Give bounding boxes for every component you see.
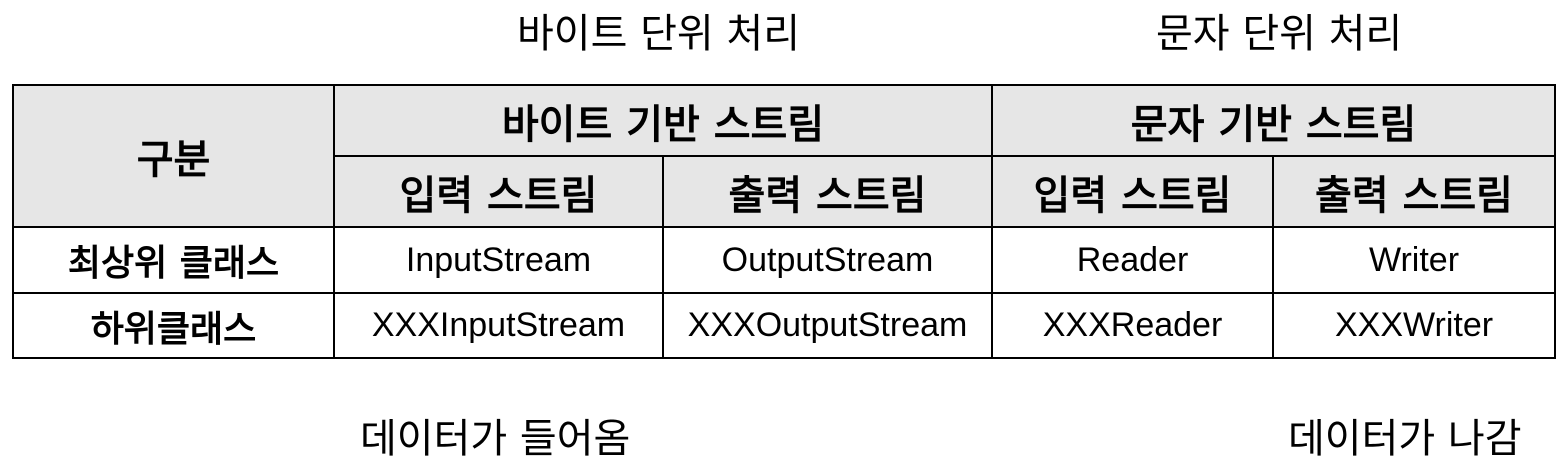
- subheader-char-input: 입력 스트림: [991, 155, 1275, 228]
- subheader-char-output: 출력 스트림: [1272, 155, 1557, 228]
- corner-header: 구분: [12, 84, 335, 228]
- stream-classification-table: 구분 바이트 기반 스트림 문자 기반 스트림 입력 스트림 출력 스트림 입력…: [12, 84, 1557, 359]
- table-header-row-groups: 구분 바이트 기반 스트림 문자 기반 스트림: [12, 84, 1557, 228]
- table-header-row-subheaders: 입력 스트림 출력 스트림 입력 스트림 출력 스트림: [13, 155, 1557, 228]
- table-row: 최상위 클래스 InputStream OutputStream Reader …: [12, 226, 1557, 294]
- row-label-sub-class: 하위클래스: [12, 292, 335, 359]
- table-cell: InputStream: [333, 226, 664, 294]
- subheader-byte-input: 입력 스트림: [333, 155, 664, 228]
- caption-char-unit: 문자 단위 처리: [1156, 11, 1403, 57]
- table-cell: Reader: [991, 226, 1275, 294]
- subheader-byte-output: 출력 스트림: [661, 155, 994, 228]
- group-header-byte-stream: 바이트 기반 스트림: [332, 84, 994, 157]
- caption-data-out: 데이터가 나감: [1288, 416, 1522, 462]
- group-header-char-stream: 문자 기반 스트림: [991, 84, 1557, 157]
- table-cell: XXXOutputStream: [661, 292, 994, 359]
- caption-data-in: 데이터가 들어옴: [360, 416, 631, 462]
- row-label-top-class: 최상위 클래스: [12, 226, 335, 294]
- table-cell: OutputStream: [661, 226, 994, 294]
- table-cell: XXXReader: [991, 292, 1275, 359]
- table-cell: Writer: [1272, 226, 1557, 294]
- caption-byte-unit: 바이트 단위 처리: [517, 11, 801, 57]
- table-cell: XXXWriter: [1272, 292, 1557, 359]
- table-row: 하위클래스 XXXInputStream XXXOutputStream XXX…: [12, 292, 1557, 359]
- table-cell: XXXInputStream: [333, 292, 664, 359]
